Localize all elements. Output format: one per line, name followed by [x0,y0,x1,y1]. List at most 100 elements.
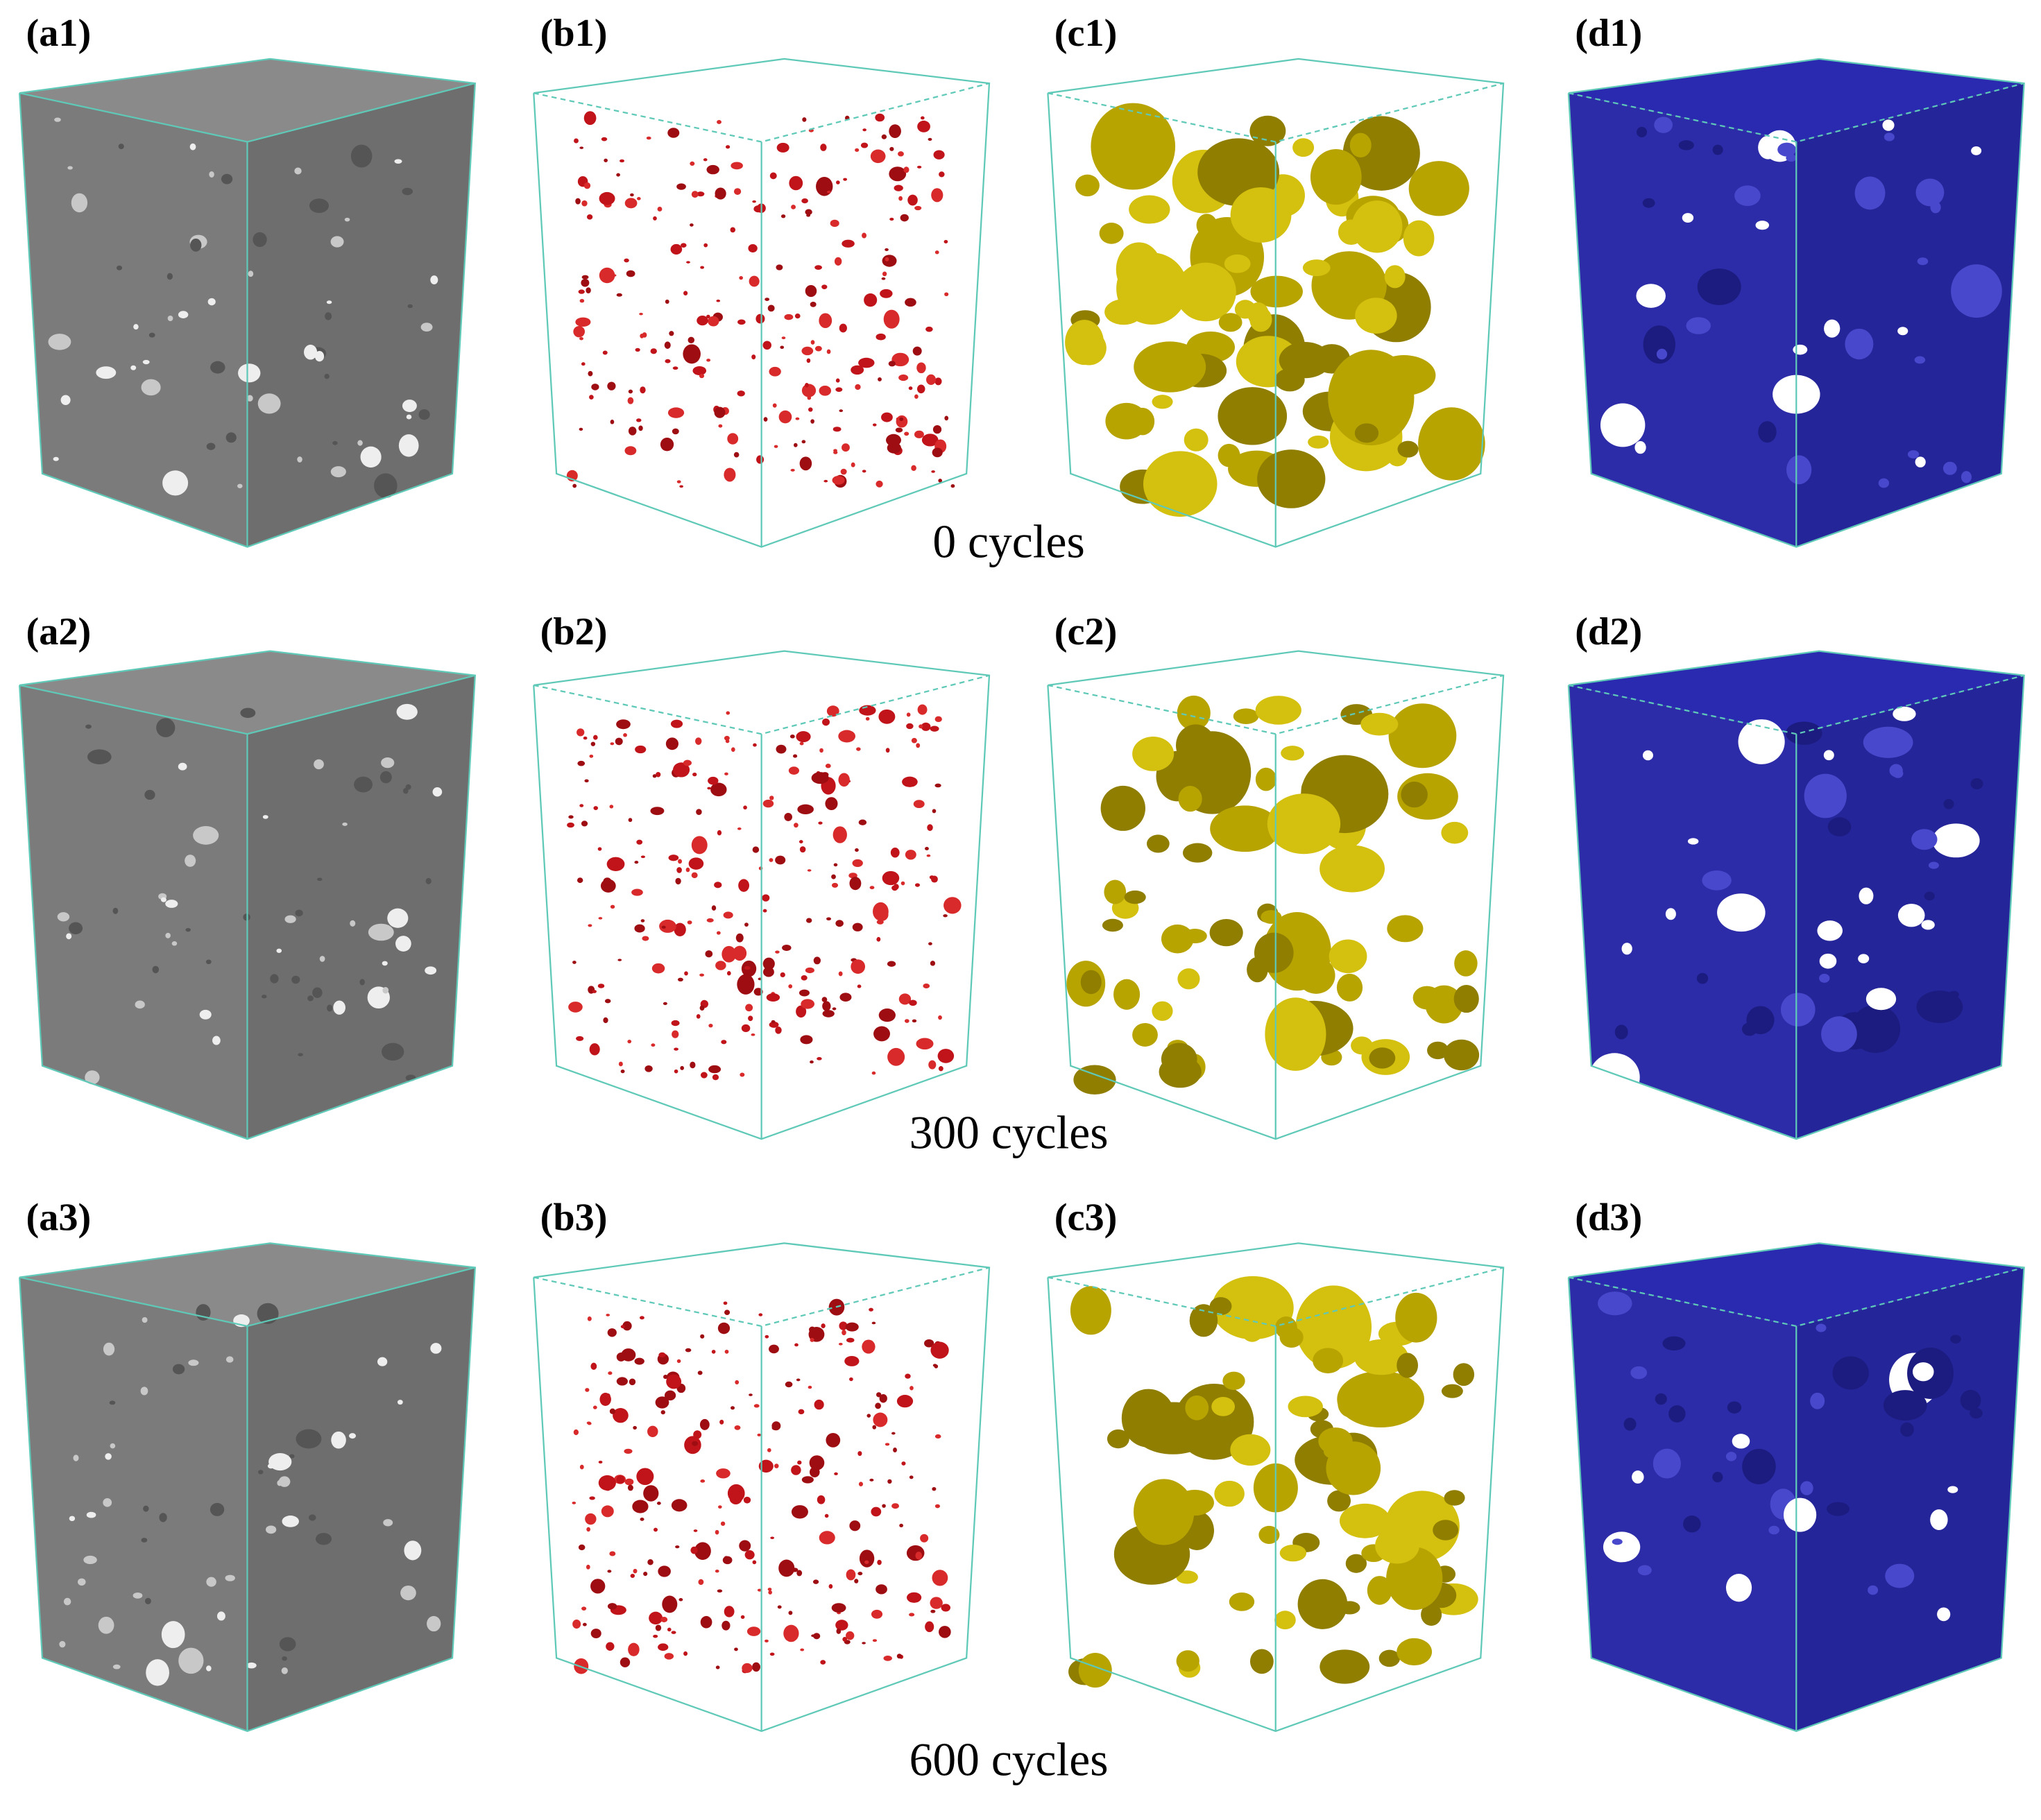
texture [658,1643,669,1651]
texture [573,1429,579,1436]
texture [909,1613,915,1617]
texture [1388,703,1457,769]
texture [919,724,923,729]
texture [756,455,765,464]
texture [319,956,325,962]
texture [891,885,898,891]
texture [724,1556,728,1559]
texture [907,194,918,206]
texture [1247,956,1268,983]
texture [1403,220,1435,257]
texture [1378,1649,1401,1667]
texture [396,703,418,720]
texture [1313,1348,1344,1374]
panel-label: (d1) [1575,12,1642,55]
panel: (d3) [1567,1196,2025,1733]
texture [225,1574,235,1581]
texture [159,1513,167,1522]
texture [743,805,747,810]
texture [762,909,767,913]
texture [724,1349,729,1354]
texture [687,920,692,925]
texture [1598,1291,1632,1316]
texture [1070,1286,1111,1335]
texture [379,771,392,784]
texture [889,146,894,151]
texture [832,1007,837,1011]
texture [1738,719,1785,764]
texture [1868,1585,1879,1595]
texture [720,1521,726,1526]
texture [734,1647,738,1651]
texture [1697,268,1741,305]
texture [777,1605,782,1609]
texture [739,1540,751,1552]
texture [748,244,758,252]
texture [398,434,419,457]
texture [1882,119,1895,131]
texture [712,1074,719,1081]
texture [916,743,921,748]
texture [696,1014,701,1019]
texture [357,440,363,446]
texture [834,257,842,266]
texture [762,341,771,350]
texture [1654,117,1673,133]
texture [733,945,747,961]
texture [731,747,735,752]
texture [699,1005,705,1011]
texture [588,924,592,927]
texture [693,1529,698,1532]
texture [776,142,789,153]
texture [872,1639,878,1642]
texture [752,200,756,203]
texture [724,735,730,741]
texture [840,468,847,475]
texture [878,377,882,381]
texture [1222,1371,1245,1391]
texture [572,1501,577,1504]
texture [842,239,855,248]
texture [931,470,935,473]
texture [575,198,581,205]
texture [1444,1490,1465,1506]
texture [900,214,909,222]
texture [733,188,742,195]
texture [795,417,800,420]
texture [578,1544,586,1551]
texture [833,450,838,454]
texture [838,971,843,977]
texture [1408,161,1469,216]
cube-right [247,83,475,547]
texture [743,1496,751,1504]
texture [610,420,615,424]
texture [368,923,394,941]
texture [118,144,124,150]
texture [943,239,948,244]
texture [246,1662,257,1669]
texture [1318,1427,1353,1455]
texture [1845,328,1874,360]
texture [572,483,577,488]
texture [671,1499,688,1512]
texture [916,165,922,169]
texture [418,409,430,420]
texture [647,1425,658,1437]
texture [616,1377,628,1386]
texture [1258,1525,1280,1544]
texture [833,863,838,867]
texture [1678,140,1694,151]
texture [896,415,908,428]
texture [1281,746,1304,761]
texture [246,395,253,402]
texture [635,347,640,352]
texture [914,430,924,438]
texture [769,858,774,862]
texture [1369,1047,1396,1069]
texture [1091,103,1176,190]
texture [700,1615,712,1629]
texture [586,1527,590,1532]
texture [1320,1649,1370,1684]
texture [857,1572,863,1576]
texture [912,1019,917,1023]
